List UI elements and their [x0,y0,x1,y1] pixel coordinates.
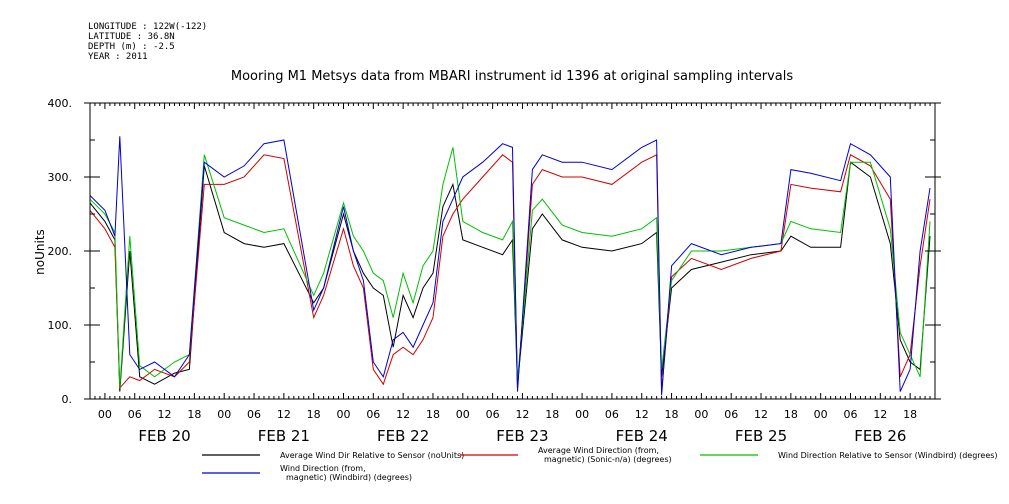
x-hour-label: 00 [456,408,470,421]
meta-year: YEAR : 2011 [88,52,148,62]
x-hour-label: 18 [665,408,679,421]
x-hour-label: 00 [337,408,351,421]
y-tick-label: 300. [48,171,73,184]
x-hour-label: 00 [98,408,112,421]
y-tick-label: 200. [48,245,73,258]
x-hour-label: 06 [844,408,858,421]
x-hour-label: 18 [187,408,201,421]
x-hour-label: 06 [724,408,738,421]
x-hour-label: 12 [754,408,768,421]
y-axis-label: noUnits [33,229,47,275]
meta-longitude: LONGITUDE : 122W(-122) [88,22,207,32]
x-hour-label: 06 [247,408,261,421]
x-hour-label: 00 [814,408,828,421]
y-tick-label: 100. [48,319,73,332]
meta-latitude: LATITUDE : 36.8N [88,32,175,42]
x-day-label: FEB 24 [616,427,668,445]
legend-label-3: Wind Direction Relative to Sensor (Windb… [778,451,998,460]
meta-depth: DEPTH (m) : -2.5 [88,42,175,52]
x-hour-label: 18 [784,408,798,421]
x-hour-label: 12 [873,408,887,421]
axes-layer: 0. 100. 200. 300. 400. 00 06 12 18 00 06 12 18 00 06 12… [48,97,941,445]
legend: Average Wind Dir Relative to Sensor (noU… [202,446,998,482]
x-hour-label: 06 [366,408,380,421]
x-hour-label: 18 [307,408,321,421]
x-day-label: FEB 21 [258,427,310,445]
x-day-label: FEB 23 [496,427,548,445]
x-hour-label: 06 [486,408,500,421]
x-day-label: FEB 20 [138,427,190,445]
x-hour-label: 12 [277,408,291,421]
y-tick-label: 400. [48,97,73,110]
legend-label-1: Average Wind Dir Relative to Sensor (noU… [280,451,464,460]
chart-title: Mooring M1 Metsys data from MBARI instru… [231,69,793,84]
x-hour-label: 12 [396,408,410,421]
y-tick-label: 0. [62,393,73,406]
series-line-1 [89,161,931,392]
x-day-label: FEB 26 [854,427,906,445]
x-hour-label: 06 [128,408,142,421]
x-hour-label: 00 [694,408,708,421]
x-hour-label: 12 [635,408,649,421]
x-hour-label: 00 [217,408,231,421]
x-hour-label: 18 [545,408,559,421]
x-hour-label: 12 [158,408,172,421]
x-hour-label: 00 [575,408,589,421]
x-day-label: FEB 25 [735,427,787,445]
legend-label-4: Wind Direction (from, magnetic) (Windbird… [280,464,412,482]
x-hour-label: 12 [515,408,529,421]
x-day-label: FEB 22 [377,427,429,445]
x-hour-label: 18 [426,408,440,421]
series-layer [89,136,931,396]
x-hour-label: 06 [605,408,619,421]
series-line-4 [89,136,931,396]
series-line-2 [89,154,931,392]
x-hour-label: 18 [903,408,917,421]
metadata-block: LONGITUDE : 122W(-122) LATITUDE : 36.8N … [88,22,207,62]
legend-label-2: Average Wind Direction (from, magnetic) (… [538,446,672,464]
